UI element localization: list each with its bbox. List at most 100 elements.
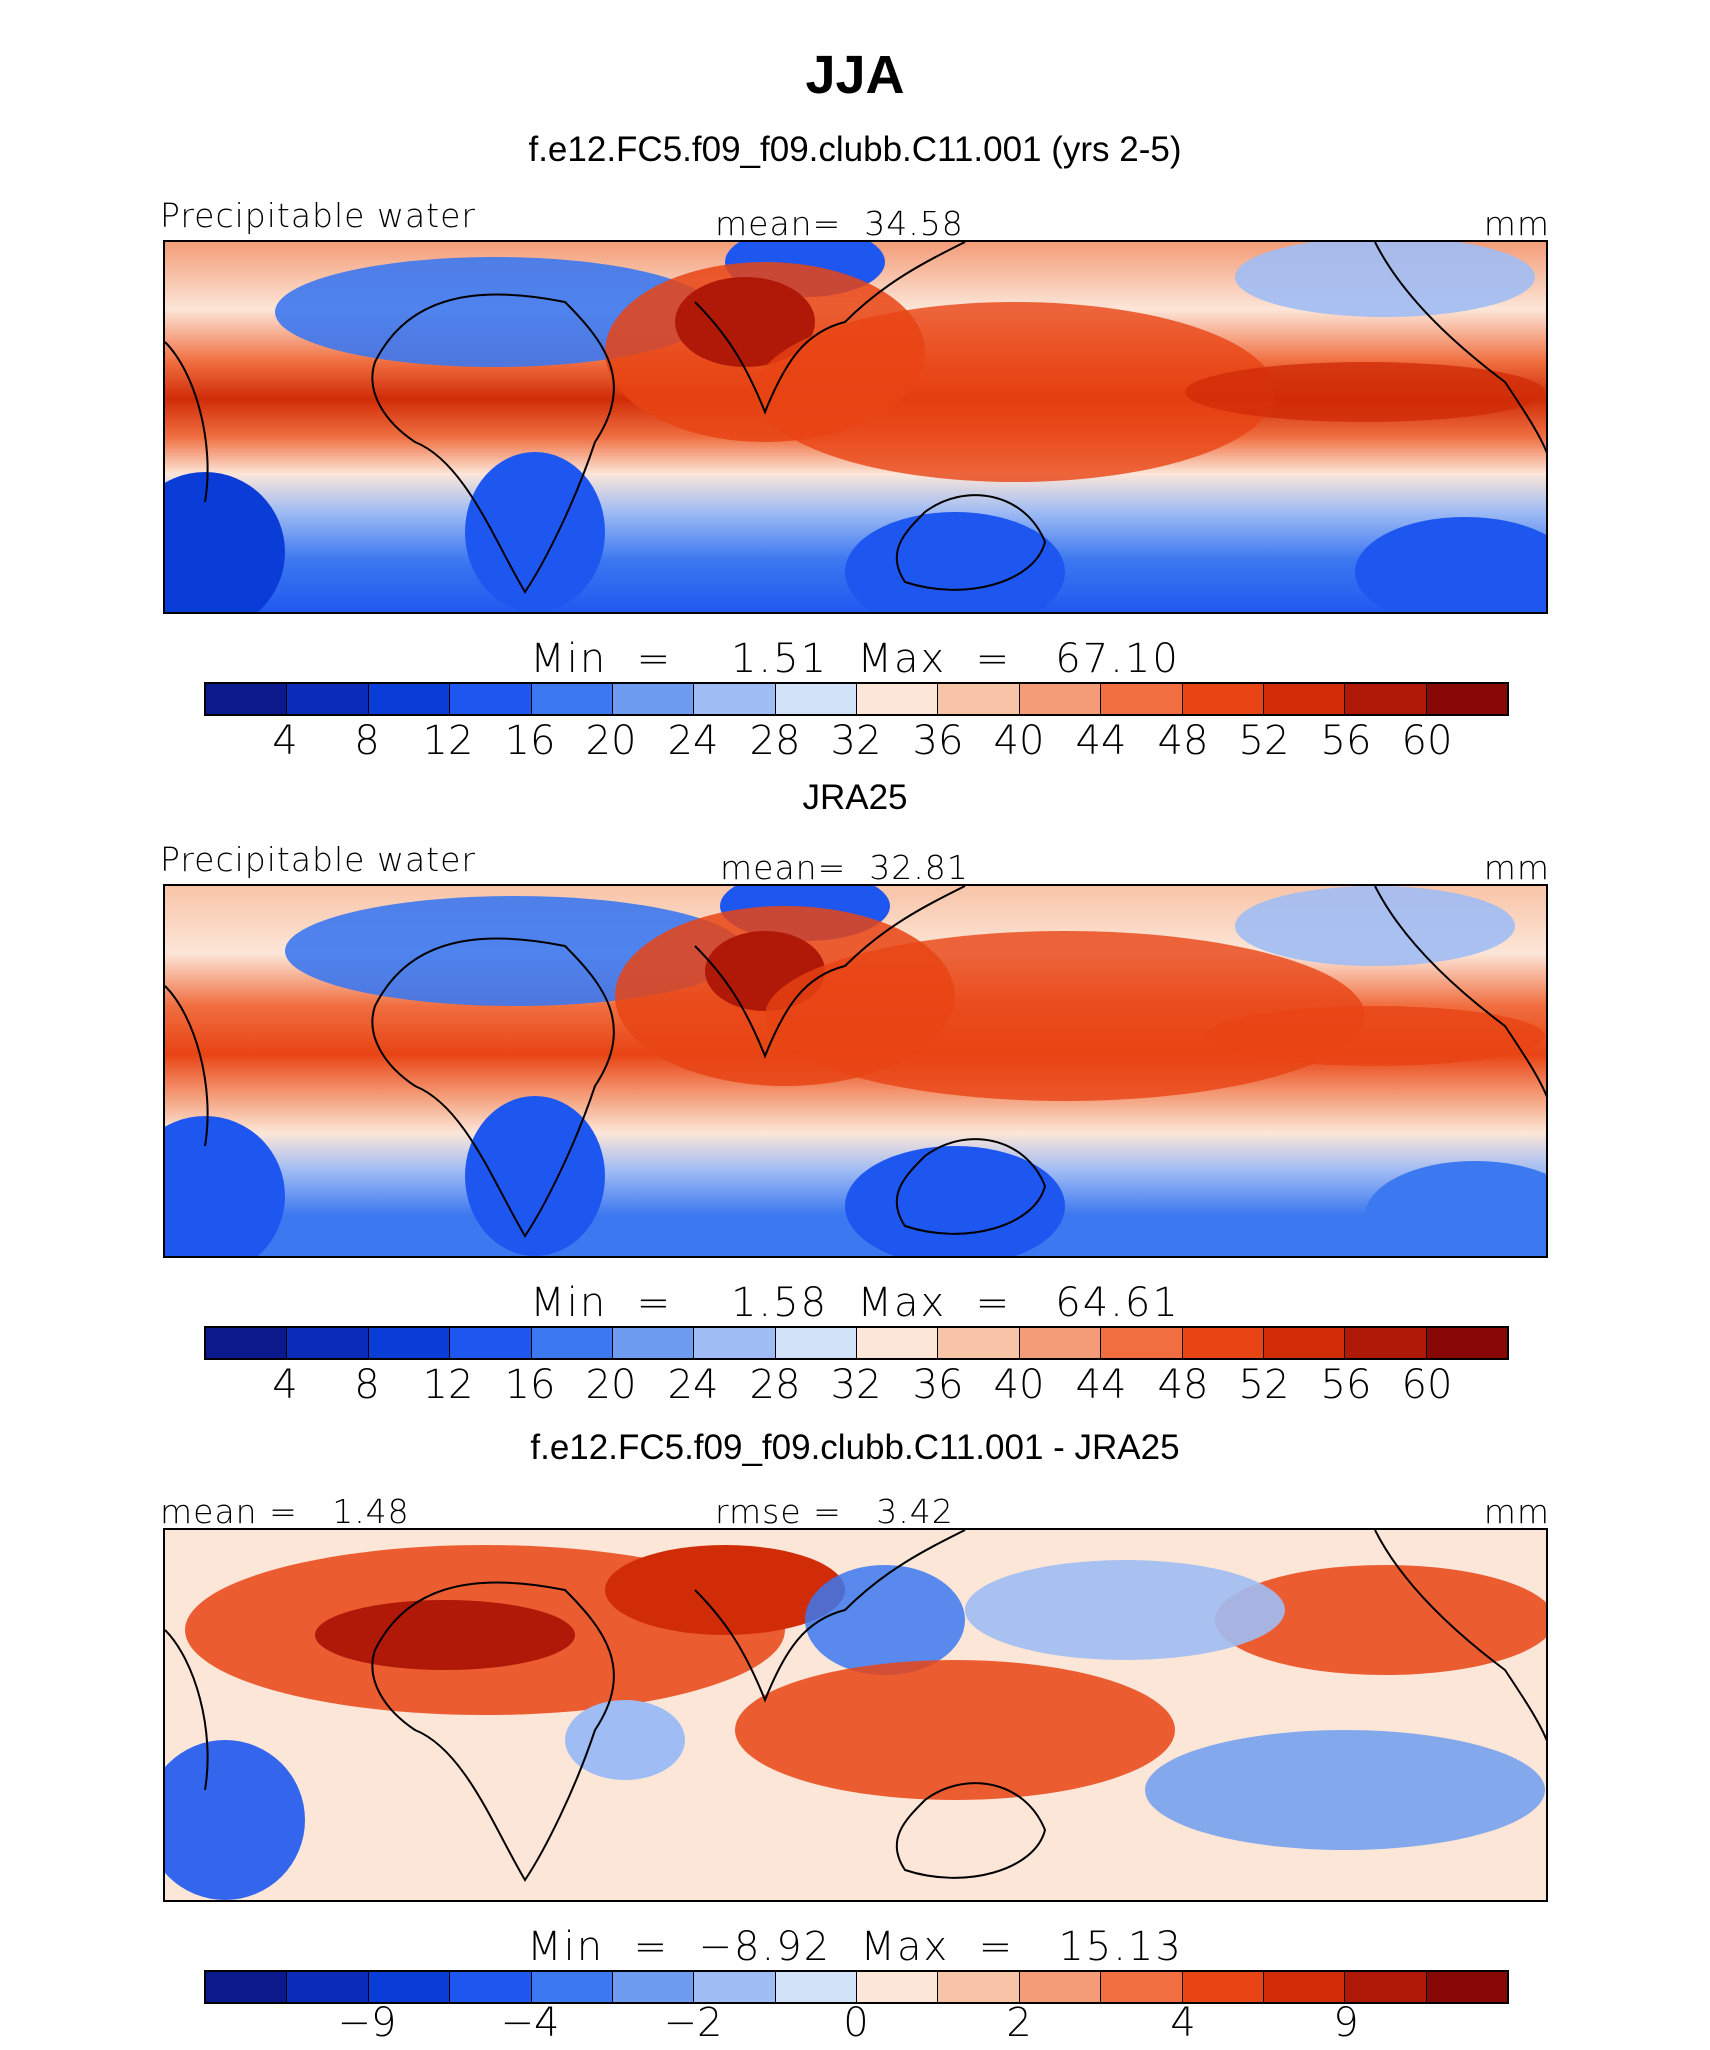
panel-2-southeast-pacific-dry: [1365, 1161, 1546, 1256]
colorbar-tick: 36: [912, 718, 964, 764]
colorbar-box: [531, 1328, 613, 1358]
panel-3-indian-ocean-negative: [565, 1700, 685, 1780]
colorbar-box: [450, 684, 532, 714]
panel-2-title: JRA25: [802, 778, 908, 817]
colorbar-box: [1019, 1328, 1102, 1358]
colorbar-tick: 52: [1238, 718, 1290, 764]
colorbar-box: [1345, 684, 1427, 714]
colorbar-box: [694, 1972, 776, 2002]
panel-1-south-africa-dry: [465, 452, 605, 612]
colorbar-box: [1182, 1328, 1264, 1358]
panel-2-mean-label: mean= 32.81: [720, 848, 969, 887]
panel-3-minmax: Min = −8.92 Max = 15.13: [527, 1924, 1183, 1970]
colorbar-box: [368, 1972, 451, 2002]
panel-1-monsoon-core: [675, 277, 815, 367]
panel-3-south-america-negative: [165, 1740, 305, 1900]
colorbar-tick: 48: [1157, 1362, 1209, 1408]
panel-3-central-pacific-negative: [965, 1560, 1285, 1660]
colorbar-tick: 52: [1238, 1362, 1290, 1408]
colorbar-box: [1182, 1972, 1264, 2002]
colorbar-tick: 48: [1157, 718, 1209, 764]
colorbar-box: [287, 1328, 369, 1358]
panel-3-bay-bengal-negative: [805, 1565, 965, 1675]
colorbar-box: [694, 684, 776, 714]
colorbar-tick: 32: [830, 718, 882, 764]
colorbar-tick: 4: [272, 718, 298, 764]
panel-1-coastlines: [165, 242, 1546, 594]
panel-1-units-label: mm: [1483, 204, 1550, 243]
colorbar-box: [1101, 1972, 1183, 2002]
colorbar-box: [450, 1328, 532, 1358]
panel-1-mean-label: mean= 34.58: [715, 204, 964, 243]
panel-3-map: [163, 1528, 1548, 1902]
panel-2-colorbar: [204, 1326, 1509, 1360]
panel-1-north-pacific-dry: [1235, 242, 1535, 317]
panel-3-colorbar-ticks: −9 −4 −2 0 2 4 9: [0, 2000, 1710, 2050]
colorbar-tick: 20: [585, 718, 637, 764]
panel-3-mean-label: mean = 1.48: [160, 1492, 410, 1531]
colorbar-tick: 56: [1320, 1362, 1372, 1408]
panel-3-north-pacific-positive: [1215, 1565, 1546, 1675]
colorbar-tick: 8: [354, 718, 380, 764]
colorbar-box: [694, 1328, 776, 1358]
panel-3-rmse-label: rmse = 3.42: [715, 1492, 954, 1531]
figure-title: JJA: [805, 45, 905, 105]
panel-1-dry-sahara: [275, 257, 715, 367]
colorbar-tick: −4: [500, 2000, 560, 2046]
panel-1-colorbar-ticks: 4 8 12 16 20 24 28 32 36 40 44 48 52 56 …: [0, 718, 1710, 768]
colorbar-box: [857, 684, 939, 714]
panel-2-variable-label: Precipitable water: [160, 840, 476, 879]
panel-3-africa-core: [315, 1600, 575, 1670]
colorbar-tick: −9: [337, 2000, 397, 2046]
colorbar-tick: 16: [504, 1362, 556, 1408]
panel-3-maritime-positive: [735, 1660, 1175, 1800]
colorbar-box: [938, 1328, 1020, 1358]
panel-1-south-america-dry: [165, 472, 285, 612]
colorbar-tick: 56: [1320, 718, 1372, 764]
panel-2-south-africa-dry: [465, 1096, 605, 1256]
colorbar-tick: 28: [749, 718, 801, 764]
colorbar-tick: 9: [1333, 2000, 1359, 2046]
panel-2-units-label: mm: [1483, 848, 1550, 887]
colorbar-box: [1426, 684, 1507, 714]
panel-1-map-svg: [165, 242, 1546, 612]
panel-2-map-svg: [165, 886, 1546, 1256]
colorbar-box: [1019, 684, 1102, 714]
panel-2-australia-dry: [845, 1146, 1065, 1256]
colorbar-box: [368, 1328, 451, 1358]
colorbar-box: [775, 1328, 857, 1358]
colorbar-box: [1101, 1328, 1183, 1358]
panel-2-south-america-dry: [165, 1116, 285, 1256]
colorbar-tick: −2: [663, 2000, 723, 2046]
panel-1-southeast-pacific-dry: [1355, 517, 1546, 612]
colorbar-tick: 20: [585, 1362, 637, 1408]
colorbar-tick: 4: [1170, 2000, 1196, 2046]
colorbar-box: [775, 1972, 857, 2002]
panel-3-map-svg: [165, 1530, 1546, 1900]
panel-1-variable-label: Precipitable water: [160, 196, 476, 235]
colorbar-tick: 60: [1401, 718, 1453, 764]
colorbar-tick: 12: [422, 1362, 474, 1408]
panel-1-australia-dry: [845, 512, 1065, 612]
panel-2-map: [163, 884, 1548, 1258]
colorbar-box: [1263, 1972, 1346, 2002]
colorbar-tick: 0: [843, 2000, 869, 2046]
panel-2-itcz-east: [1205, 1006, 1545, 1066]
panel-2-minmax: Min = 1.58 Max = 64.61: [530, 1280, 1180, 1326]
colorbar-box: [287, 1972, 369, 2002]
panel-1-colorbar: [204, 682, 1509, 716]
colorbar-box: [1345, 1328, 1427, 1358]
panel-3-title: f.e12.FC5.f09_f09.clubb.C11.001 - JRA25: [530, 1428, 1180, 1467]
colorbar-tick: 36: [912, 1362, 964, 1408]
panel-2-north-pacific-dry: [1235, 886, 1515, 966]
colorbar-tick: 12: [422, 718, 474, 764]
colorbar-box: [206, 684, 288, 714]
panel-3-south-pacific-negative: [1145, 1730, 1545, 1850]
panel-1-warm-pool: [755, 302, 1275, 482]
colorbar-tick: 32: [830, 1362, 882, 1408]
colorbar-tick: 40: [993, 718, 1045, 764]
colorbar-tick: 2: [1006, 2000, 1032, 2046]
colorbar-box: [1263, 684, 1346, 714]
colorbar-box: [287, 684, 369, 714]
colorbar-box: [1263, 1328, 1346, 1358]
